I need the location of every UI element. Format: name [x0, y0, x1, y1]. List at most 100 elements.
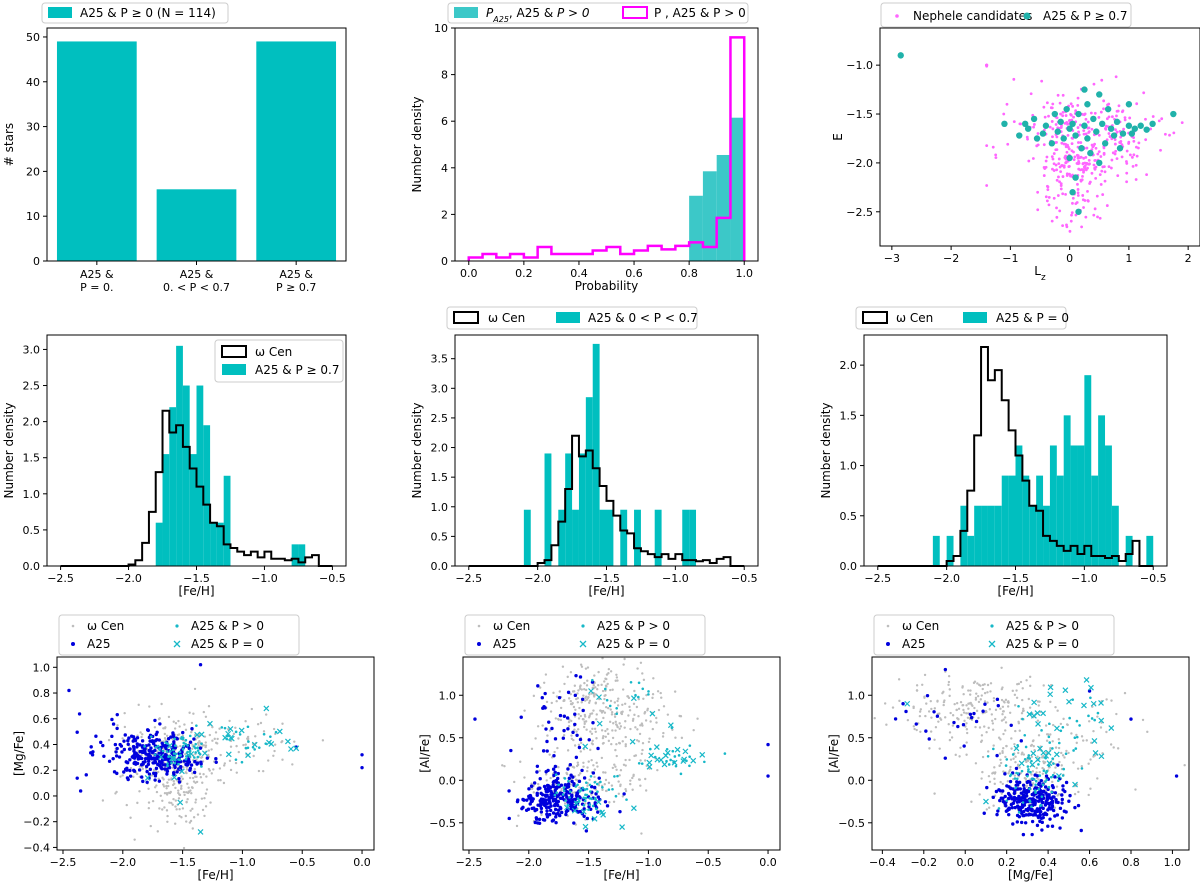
y-tick-label: −2.5: [846, 206, 873, 219]
omega-cen-point: [965, 722, 968, 725]
x-tick-label: −1.5: [1002, 572, 1029, 585]
a25-p-gt-0-point: [195, 724, 198, 727]
a25-point: [539, 810, 544, 814]
a25-p-gt-0-point: [574, 785, 578, 788]
a25-p-eq-0-marker: [1066, 698, 1072, 705]
omega-cen-point: [190, 721, 194, 725]
a25-p-gt-0-point: [174, 752, 178, 756]
a25-p-eq-0-marker: [1029, 761, 1036, 768]
omega-cen-point: [1004, 721, 1008, 724]
omega-cen-point: [203, 796, 206, 800]
omega-cen-point: [980, 694, 983, 697]
omega-cen-point: [959, 700, 963, 704]
a25-point: [529, 797, 533, 801]
a25-point: [135, 745, 139, 749]
omega-cen-point: [1037, 734, 1041, 737]
omega-cen-point: [991, 772, 994, 775]
legend-label: A25 & P > 0: [597, 619, 670, 633]
nephele-point: [1103, 170, 1107, 174]
omega-cen-point: [202, 773, 205, 776]
omega-cen-point: [178, 725, 181, 728]
a25-point: [187, 746, 191, 751]
omega-cen-point: [961, 704, 964, 707]
nephele-point: [1058, 101, 1062, 105]
a25-p-gt-0-point: [588, 803, 592, 806]
omega-cen-point: [967, 689, 970, 692]
a25-point: [160, 741, 164, 745]
nephele-point: [1069, 102, 1073, 106]
omega-cen-point: [632, 717, 635, 721]
a25-p-eq-0-marker: [1047, 691, 1054, 698]
a25-point: [1019, 820, 1024, 825]
legend-rest2: P > 0: [557, 6, 590, 20]
a25-p-gt-0-point: [1030, 777, 1034, 781]
omega-cen-point: [1013, 774, 1017, 777]
omega-cen-point: [612, 722, 615, 725]
a25-point: [1019, 805, 1024, 809]
omega-cen-point: [987, 750, 990, 753]
hist-bar: [196, 385, 204, 566]
omega-cen-point: [1004, 698, 1008, 702]
omega-cen-point: [129, 766, 133, 770]
nephele-point: [1044, 159, 1048, 163]
a25-point: [214, 757, 218, 761]
y-tick-label: −0.5: [429, 817, 456, 830]
a25-p-gt-0-point: [665, 747, 669, 751]
a25-point: [1125, 101, 1133, 108]
y-tick-label: 8: [441, 69, 448, 82]
omega-cen-point: [597, 670, 600, 674]
a25-p-gt-0-point: [688, 744, 692, 747]
omega-cen-point: [593, 775, 596, 779]
legend-label: A25 & P = 0: [597, 637, 670, 651]
a25-point: [572, 821, 576, 825]
a25-p-eq-0-marker: [596, 720, 603, 727]
omega-cen-point: [618, 774, 621, 777]
nephele-point: [1082, 206, 1085, 209]
a25-point: [573, 722, 577, 727]
a25-point: [540, 696, 544, 700]
hist-bar: [932, 535, 940, 566]
a25-point: [75, 776, 79, 780]
a25-point: [1129, 717, 1133, 721]
omega-cen-point: [148, 705, 151, 708]
a25-p-gt-0-point: [1020, 769, 1024, 773]
nephele-point: [1093, 207, 1097, 211]
omega-cen-point: [1010, 737, 1013, 740]
omega-cen-point: [991, 728, 995, 731]
panel-p4: 0.00.51.01.52.02.53.0−2.5 −2.0 −1.5 −1.0 −0.…: [2, 334, 347, 598]
nephele-point: [1061, 111, 1065, 114]
a25-point: [533, 808, 537, 813]
omega-cen-point: [607, 672, 610, 675]
nephele-point: [1121, 109, 1125, 113]
a25-p-gt-0-point: [174, 744, 177, 747]
a25-point: [1050, 824, 1055, 828]
nephele-point: [1089, 111, 1093, 115]
omega-cen-point: [1030, 743, 1034, 747]
a25-point: [175, 770, 179, 774]
omega-cen-point: [204, 745, 207, 749]
a25-point: [166, 737, 171, 741]
nephele-point: [1064, 192, 1067, 196]
omega-cen-point: [1015, 696, 1019, 700]
nephele-point: [1087, 130, 1091, 134]
bar: [156, 189, 237, 261]
omega-cen-point: [133, 838, 136, 841]
a25-point: [160, 767, 164, 771]
a25-point: [562, 728, 566, 733]
a25-p-gt-0-point: [562, 786, 566, 789]
omega-cen-point: [162, 727, 165, 730]
omega-cen-point: [641, 724, 644, 727]
omega-cen-point: [191, 827, 194, 830]
omega-cen-point: [925, 702, 928, 705]
hist-bar: [702, 171, 717, 261]
omega-cen-point: [1014, 729, 1017, 733]
a25-p-gt-0-point: [641, 687, 645, 691]
a25-point: [538, 777, 542, 781]
omega-cen-point: [915, 728, 918, 732]
omega-cen-point: [530, 787, 534, 790]
omega-cen-point: [574, 708, 577, 712]
y-axis-label: [Al/Fe]: [418, 734, 432, 773]
omega-cen-point: [983, 700, 987, 703]
omega-cen-point: [988, 708, 992, 711]
nephele-point: [1066, 133, 1070, 137]
